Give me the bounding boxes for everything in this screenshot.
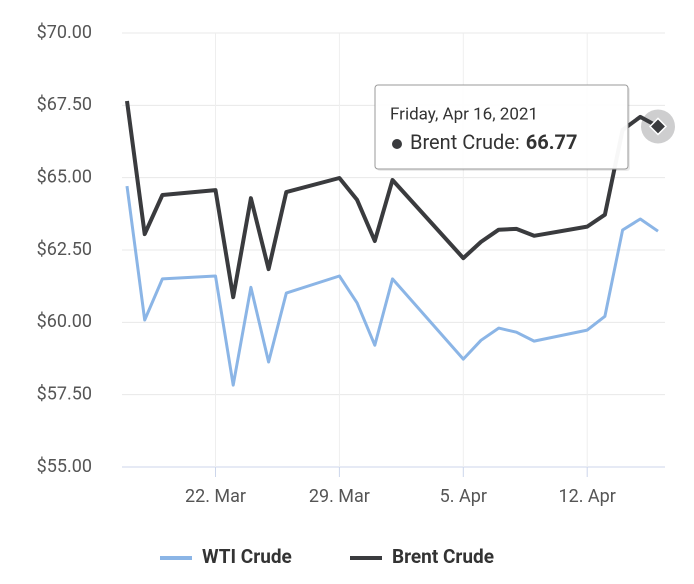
- y-tick-label: $70.00: [37, 22, 92, 43]
- hover-marker: [648, 117, 668, 136]
- tooltip-title: Friday, Apr 16, 2021: [390, 104, 538, 124]
- series-line: [125, 185, 659, 387]
- y-tick-label: $60.00: [37, 311, 92, 332]
- y-tick-label: $62.50: [37, 239, 92, 260]
- y-tick-label: $65.00: [37, 166, 92, 187]
- x-tick-label: 29. Mar: [309, 486, 370, 507]
- tooltip-box: [374, 84, 629, 170]
- tooltip-dot: [392, 139, 402, 149]
- series-line: [125, 100, 659, 300]
- tooltip-value: 66.77: [526, 130, 578, 154]
- tooltip-line: Brent Crude: 66.77: [410, 130, 577, 154]
- tooltip-label: Brent Crude:: [410, 130, 520, 154]
- y-tick-label: $67.50: [37, 94, 92, 115]
- y-tick-label: $55.00: [37, 456, 92, 477]
- tooltip: Friday, Apr 16, 2021 Brent Crude: 66.77: [374, 84, 630, 171]
- x-tick-label: 12. Apr: [558, 486, 615, 507]
- legend-label: WTI Crude: [202, 545, 292, 568]
- x-tick-label: 5. Apr: [440, 486, 487, 507]
- y-tick-label: $57.50: [37, 383, 92, 404]
- x-tick-label: 22. Mar: [185, 486, 246, 507]
- legend-label: Brent Crude: [392, 545, 494, 568]
